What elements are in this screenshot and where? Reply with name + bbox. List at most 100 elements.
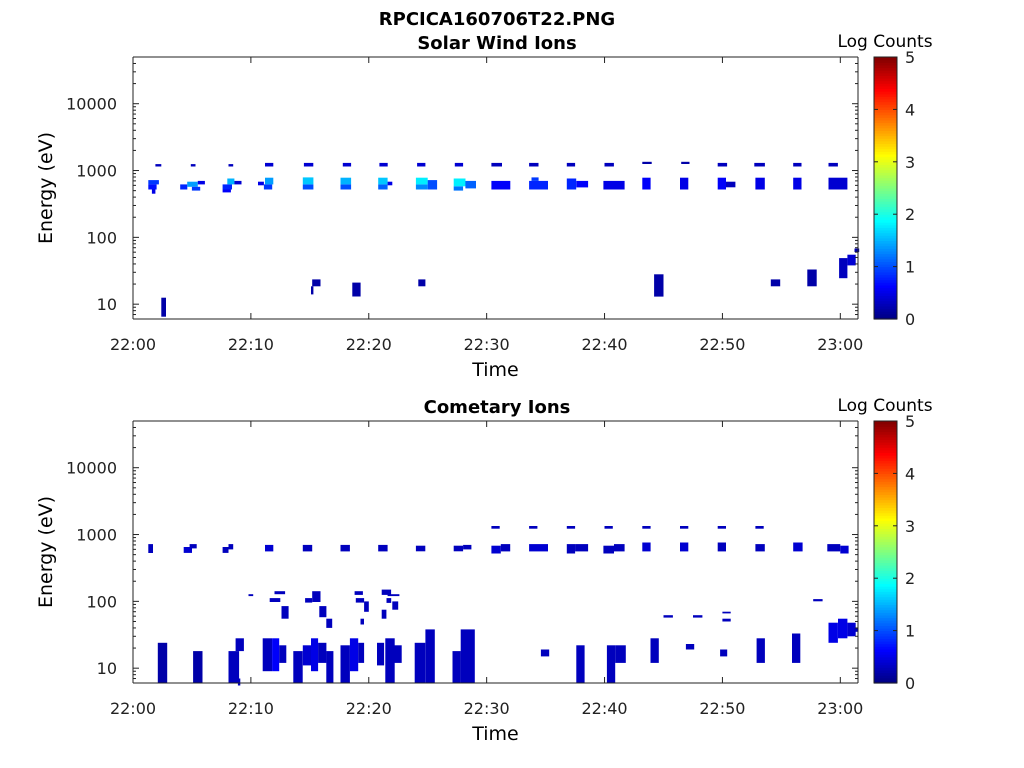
heatmap-cell bbox=[839, 258, 848, 279]
heatmap-cell bbox=[460, 629, 475, 683]
colorbar-segment bbox=[874, 271, 897, 276]
colorbar-segment bbox=[874, 627, 897, 632]
colorbar-frame bbox=[873, 420, 898, 684]
colorbar-segment bbox=[874, 486, 897, 490]
colorbar-segment bbox=[874, 675, 897, 679]
heatmap-cell bbox=[566, 162, 576, 167]
heatmap-cell bbox=[302, 645, 312, 666]
heatmap-cell bbox=[265, 177, 274, 185]
colorbar-segment bbox=[874, 656, 897, 661]
heatmap-cell bbox=[417, 162, 426, 167]
colorbar-segment bbox=[874, 449, 897, 454]
colorbar-segment bbox=[874, 630, 897, 634]
heatmap-cell bbox=[228, 164, 234, 167]
colorbar-segment bbox=[874, 421, 897, 425]
heatmap-cell bbox=[500, 544, 511, 552]
colorbar-segment bbox=[874, 206, 897, 210]
colorbar-segment bbox=[874, 596, 897, 600]
colorbar-segment bbox=[874, 455, 897, 459]
colorbar-segment bbox=[874, 188, 897, 192]
colorbar-segment bbox=[874, 525, 897, 530]
colorbar-segment bbox=[874, 253, 897, 257]
heatmap-cell bbox=[566, 526, 576, 529]
heatmap-cell bbox=[726, 181, 736, 188]
heatmap-cell bbox=[793, 177, 802, 190]
colorbar-segment bbox=[874, 117, 897, 121]
heatmap-cell bbox=[454, 162, 464, 167]
colorbar-tick-label: 3 bbox=[905, 153, 915, 172]
colorbar-segment bbox=[874, 159, 897, 163]
heatmap-cell bbox=[364, 601, 369, 612]
heatmap-cell bbox=[828, 162, 838, 167]
heatmap-cell bbox=[302, 177, 314, 185]
colorbar-segment bbox=[874, 93, 897, 97]
colorbar-segment bbox=[874, 635, 897, 640]
heatmap-cell bbox=[342, 162, 352, 167]
heatmap-cell bbox=[717, 526, 726, 529]
colorbar-segment bbox=[874, 243, 897, 247]
heatmap-cell bbox=[566, 544, 576, 554]
colorbar-segment bbox=[874, 612, 897, 616]
colorbar-segment bbox=[874, 483, 897, 488]
heatmap-cell bbox=[265, 162, 274, 167]
heatmap-cell bbox=[326, 651, 334, 683]
heatmap-cell bbox=[807, 269, 817, 287]
x-tick-label: 22:30 bbox=[464, 699, 510, 718]
heatmap-cell bbox=[151, 189, 156, 194]
colorbar-tick-label: 2 bbox=[905, 205, 915, 224]
colorbar-segment bbox=[874, 140, 897, 145]
colorbar-segment bbox=[874, 274, 897, 278]
colorbar-segment bbox=[874, 423, 897, 427]
heatmap-cell bbox=[302, 544, 313, 552]
colorbar-segment bbox=[874, 222, 897, 226]
colorbar-segment bbox=[874, 580, 897, 585]
heatmap-cell bbox=[453, 545, 464, 552]
heatmap-cell bbox=[576, 180, 589, 188]
heatmap-cell bbox=[452, 651, 461, 683]
colorbar-segment bbox=[874, 570, 897, 574]
panel-title: Solar Wind Ions bbox=[417, 33, 576, 54]
heatmap-cell bbox=[180, 184, 188, 190]
heatmap-cell bbox=[722, 611, 731, 614]
heatmap-cell bbox=[262, 638, 273, 672]
heatmap-cell bbox=[847, 254, 856, 266]
colorbar-segment bbox=[874, 114, 897, 118]
colorbar-segment bbox=[874, 517, 897, 522]
y-axis-label: Energy (eV) bbox=[35, 496, 57, 608]
colorbar-segment bbox=[874, 305, 897, 310]
colorbar-segment bbox=[874, 499, 897, 503]
colorbar: 0 1 2 3 4 5 bbox=[873, 48, 915, 329]
colorbar-segment bbox=[874, 583, 897, 587]
heatmap-cell bbox=[491, 162, 502, 167]
heatmap-cells bbox=[148, 161, 860, 317]
colorbar-segment bbox=[874, 169, 897, 173]
heatmap-cell bbox=[222, 184, 232, 190]
heatmap-cell bbox=[312, 279, 321, 287]
heatmap-cell bbox=[453, 178, 466, 187]
heatmap-cell bbox=[604, 162, 614, 167]
colorbar-segment bbox=[874, 85, 897, 90]
x-tick-label: 22:40 bbox=[581, 699, 627, 718]
colorbar-segment bbox=[874, 601, 897, 605]
heatmap-cell bbox=[531, 177, 539, 181]
colorbar-segment bbox=[874, 591, 897, 595]
colorbar-segment bbox=[874, 248, 897, 252]
heatmap-cell bbox=[453, 186, 464, 191]
colorbar-segment bbox=[874, 625, 897, 629]
heatmap-cell bbox=[606, 645, 616, 683]
colorbar-segment bbox=[874, 604, 897, 608]
heatmap-cell bbox=[717, 162, 728, 167]
heatmap-cell bbox=[575, 544, 589, 552]
colorbar-segment bbox=[874, 536, 897, 540]
colorbar-segment bbox=[874, 677, 897, 681]
colorbar-label: Log Counts bbox=[837, 396, 932, 416]
heatmap-cell bbox=[340, 645, 350, 683]
heatmap-cell bbox=[529, 180, 548, 190]
colorbar-segment bbox=[874, 77, 897, 82]
heatmap-cell bbox=[387, 181, 393, 186]
colorbar-tick-label: 2 bbox=[905, 569, 915, 588]
colorbar-segment bbox=[874, 109, 897, 113]
colorbar-segment bbox=[874, 203, 897, 207]
colorbar-segment bbox=[874, 470, 897, 474]
colorbar-segment bbox=[874, 633, 897, 637]
